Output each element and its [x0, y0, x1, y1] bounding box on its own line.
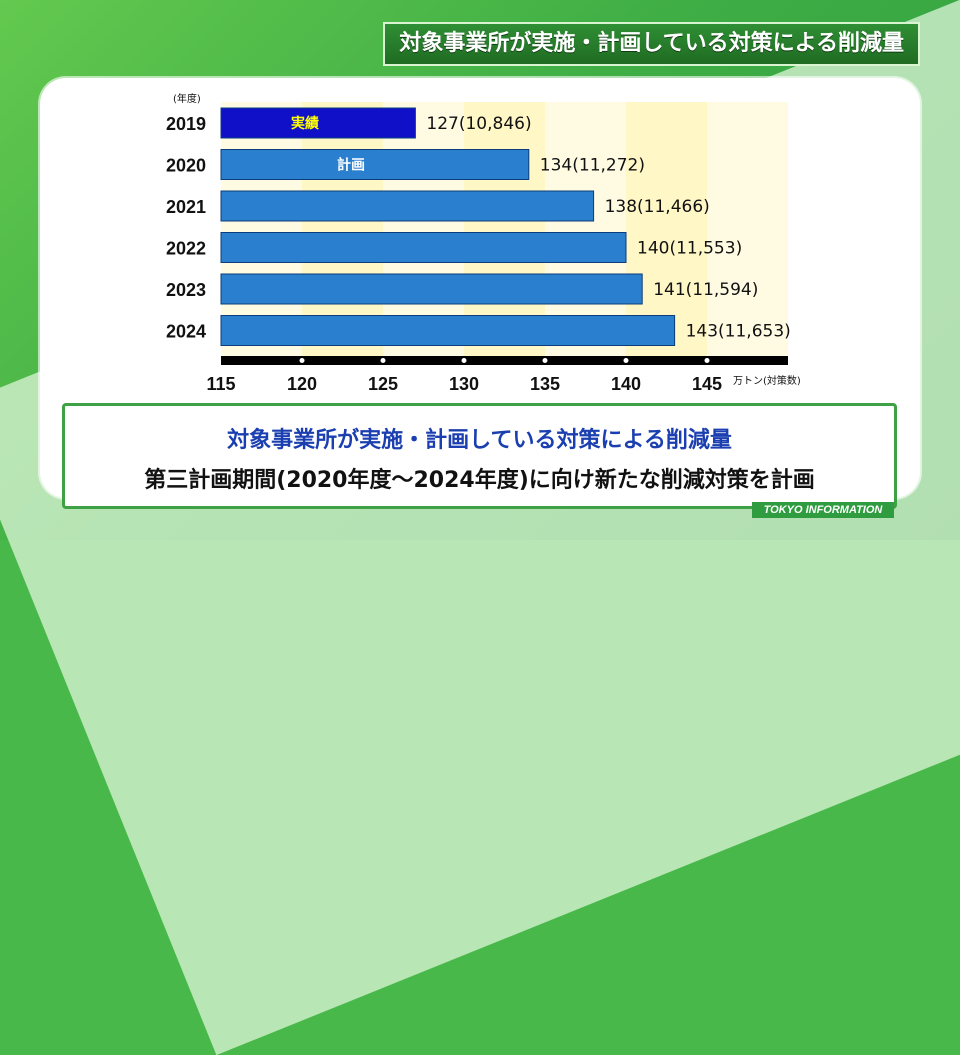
title-banner: 対象事業所が実施・計画している対策による削減量	[383, 22, 920, 66]
chart-band	[626, 102, 707, 356]
value-label: 143(11,653)	[686, 322, 791, 342]
year-label: 2021	[166, 197, 206, 217]
bar-chart: (年度) 2019 実績 127(10,846) 2020 計画 134(11,272) 2…	[166, 92, 801, 394]
x-tick-mark	[542, 358, 548, 363]
x-tick-label: 130	[449, 374, 479, 394]
value-axis-label: 万トン(対策数)	[733, 374, 801, 387]
value-label: 140(11,553)	[637, 239, 742, 259]
x-tick-mark	[461, 358, 467, 363]
year-label: 2022	[166, 239, 206, 259]
x-tick-label: 135	[530, 374, 560, 394]
x-tick-label: 140	[611, 374, 641, 394]
chart-band	[464, 102, 545, 356]
x-tick-mark	[380, 358, 386, 363]
x-tick-label: 115	[206, 374, 235, 394]
value-label: 134(11,272)	[540, 156, 645, 176]
category-axis-label: (年度)	[173, 92, 201, 105]
x-tick-label: 125	[368, 374, 398, 394]
chart-band	[545, 102, 626, 356]
chart-band	[383, 102, 464, 356]
bar-2019	[220, 107, 416, 139]
chart-band	[221, 102, 302, 356]
x-tick-mark	[704, 358, 710, 363]
x-tick-mark	[299, 358, 305, 363]
bar-2022	[220, 232, 627, 263]
chart-background-bands	[221, 102, 788, 356]
year-label: 2024	[166, 322, 206, 342]
x-tick-mark	[623, 358, 629, 363]
bar-tag: 計画	[337, 157, 365, 174]
year-label: 2019	[166, 114, 206, 134]
bar-tag: 実績	[291, 115, 319, 132]
x-tick-label: 145	[692, 374, 722, 394]
bar-2024	[220, 315, 676, 346]
value-label: 127(10,846)	[426, 114, 531, 134]
chart-band	[302, 102, 383, 356]
x-tick-label: 120	[287, 374, 317, 394]
bar-2023	[220, 273, 643, 305]
caption-box: 対象事業所が実施・計画している対策による削減量 第三計画期間(2020年度～20…	[62, 403, 897, 509]
value-label: 138(11,466)	[605, 197, 710, 217]
broadcaster-logo: TOKYO INFORMATION	[752, 502, 894, 518]
bar-2021	[220, 190, 595, 222]
value-label: 141(11,594)	[653, 280, 758, 300]
year-label: 2020	[166, 156, 206, 176]
bar-2020	[220, 149, 530, 180]
caption-subline: 第三計画期間(2020年度～2024年度)に向け新たな削減対策を計画	[144, 468, 815, 493]
x-axis-line	[221, 356, 788, 365]
year-label: 2023	[166, 280, 206, 300]
caption-headline: 対象事業所が実施・計画している対策による削減量	[227, 428, 732, 453]
chart-band	[707, 102, 788, 356]
